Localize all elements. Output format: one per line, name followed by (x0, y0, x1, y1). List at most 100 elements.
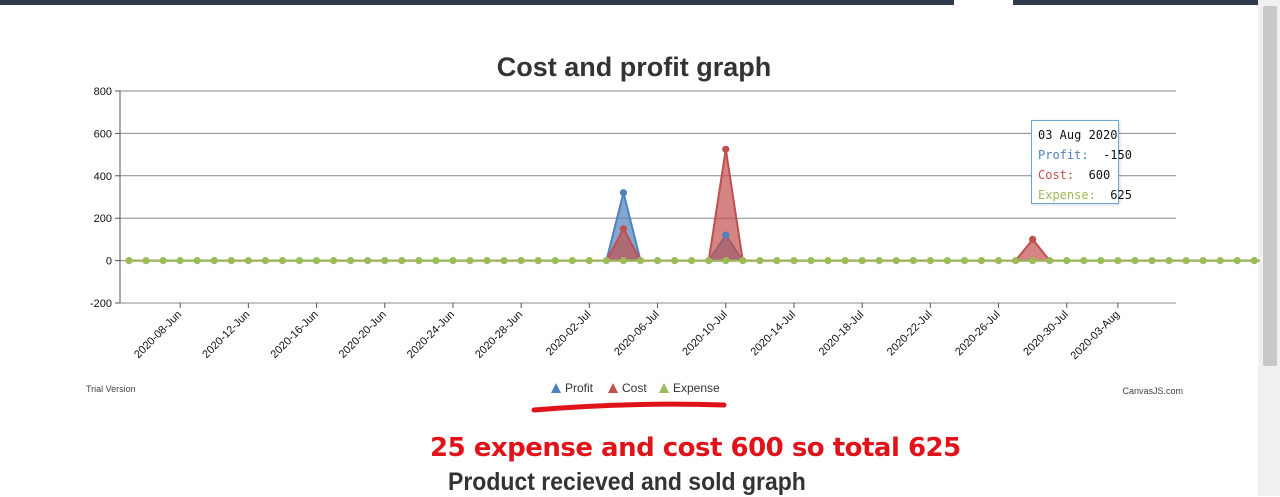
point-expense[interactable] (415, 257, 423, 265)
point-expense[interactable] (602, 257, 611, 265)
point-expense[interactable] (909, 257, 917, 265)
point-expense[interactable] (278, 257, 287, 265)
point-expense[interactable] (1250, 257, 1258, 265)
legend-label-expense[interactable]: Expense (673, 381, 720, 395)
legend-label-profit[interactable]: Profit (565, 381, 594, 395)
point-expense[interactable] (1029, 257, 1037, 265)
point-expense[interactable] (1148, 257, 1156, 265)
point-expense[interactable] (227, 257, 235, 265)
point-expense[interactable] (739, 257, 747, 265)
top-bar-left (0, 0, 954, 5)
y-tick-label: -200 (90, 298, 112, 310)
point-expense[interactable] (1199, 257, 1207, 265)
point-expense[interactable] (722, 257, 730, 265)
legend-marker-cost[interactable] (608, 383, 618, 393)
point-expense[interactable] (585, 257, 593, 265)
point-expense[interactable] (875, 257, 883, 265)
point-expense[interactable] (841, 257, 849, 265)
point-expense[interactable] (892, 257, 900, 265)
point-expense[interactable] (824, 257, 832, 265)
point-expense[interactable] (688, 257, 696, 265)
point-expense[interactable] (347, 257, 355, 265)
canvasjs-watermark[interactable]: CanvasJS.com (1122, 386, 1183, 396)
point-expense[interactable] (176, 257, 184, 265)
legend-label-cost[interactable]: Cost (622, 381, 647, 395)
point-cost[interactable] (1029, 235, 1037, 243)
point-expense[interactable] (295, 257, 304, 265)
point-expense[interactable] (636, 257, 645, 265)
point-expense[interactable] (1012, 257, 1020, 265)
point-expense[interactable] (994, 257, 1003, 265)
point-expense[interactable] (1233, 257, 1241, 265)
point-expense[interactable] (466, 257, 474, 265)
area-profit[interactable] (129, 192, 1260, 293)
point-expense[interactable] (926, 257, 934, 265)
point-expense[interactable] (330, 257, 338, 265)
point-expense[interactable] (398, 257, 406, 265)
point-expense[interactable] (1131, 257, 1139, 265)
point-expense[interactable] (756, 257, 764, 265)
point-expense[interactable] (551, 257, 559, 265)
trial-version-watermark: Trial Version (86, 384, 136, 394)
point-cost[interactable] (722, 145, 730, 153)
point-expense[interactable] (261, 257, 269, 265)
point-expense[interactable] (960, 257, 969, 265)
legend: Profit Cost Expense (551, 381, 720, 395)
point-expense[interactable] (568, 257, 576, 265)
point-expense[interactable] (244, 257, 252, 265)
point-expense[interactable] (159, 257, 167, 265)
point-expense[interactable] (483, 257, 491, 265)
y-tick-label: 400 (94, 171, 112, 183)
scrollbar-thumb[interactable] (1263, 6, 1277, 366)
point-expense[interactable] (449, 257, 457, 265)
point-expense[interactable] (1046, 257, 1054, 265)
x-tick-label: 2020-28-Jun (473, 309, 525, 361)
point-expense[interactable] (1097, 257, 1105, 265)
point-expense[interactable] (773, 257, 781, 265)
point-expense[interactable] (619, 257, 628, 265)
point-expense[interactable] (1165, 257, 1173, 265)
legend-marker-profit[interactable] (551, 383, 561, 393)
point-expense[interactable] (1114, 257, 1122, 265)
legend-marker-expense[interactable] (659, 383, 669, 393)
point-expense[interactable] (1182, 257, 1190, 265)
grid-lines (120, 90, 1176, 304)
point-expense[interactable] (432, 257, 440, 265)
point-expense[interactable] (977, 257, 986, 265)
tooltip-profit: Profit: -150 (1038, 148, 1132, 162)
point-expense[interactable] (210, 257, 218, 265)
point-expense[interactable] (1216, 257, 1224, 265)
tooltip-date: 03 Aug 2020 (1038, 128, 1118, 142)
tooltip-cost: Cost: 600 (1038, 168, 1111, 182)
point-expense[interactable] (500, 257, 508, 265)
point-expense[interactable] (517, 257, 525, 265)
point-expense[interactable] (125, 257, 133, 265)
scrollbar[interactable] (1258, 0, 1280, 496)
x-tick-label: 2020-08-Jun (132, 309, 184, 361)
point-expense[interactable] (1063, 257, 1071, 265)
x-tick-label: 2020-03-Aug (1069, 309, 1122, 362)
point-expense[interactable] (943, 257, 952, 265)
point-expense[interactable] (653, 257, 662, 265)
point-expense[interactable] (858, 257, 866, 265)
x-tick-label: 2020-22-Jul (885, 309, 935, 359)
point-expense[interactable] (790, 257, 798, 265)
point-cost[interactable] (619, 225, 628, 233)
point-expense[interactable] (364, 257, 372, 265)
point-expense[interactable] (534, 257, 542, 265)
y-axis: 800 600 400 200 0 -200 (90, 86, 121, 310)
tooltip-expense: Expense: 625 (1038, 188, 1132, 202)
point-profit[interactable] (619, 189, 628, 197)
point-expense[interactable] (381, 257, 389, 265)
point-expense[interactable] (312, 257, 321, 265)
point-expense[interactable] (705, 257, 713, 265)
point-expense[interactable] (142, 257, 150, 265)
x-tick-label: 2020-14-Jul (749, 309, 799, 359)
y-tick-label: 600 (94, 128, 112, 140)
point-expense[interactable] (1080, 257, 1088, 265)
point-expense[interactable] (671, 257, 679, 265)
x-tick-label: 2020-10-Jul (680, 309, 730, 359)
point-expense[interactable] (193, 257, 201, 265)
point-expense[interactable] (807, 257, 815, 265)
point-profit[interactable] (722, 231, 730, 239)
